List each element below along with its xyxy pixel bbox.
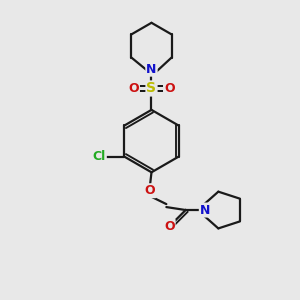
Text: S: S	[146, 82, 157, 95]
Text: O: O	[164, 82, 175, 95]
Text: O: O	[128, 82, 139, 95]
Text: N: N	[146, 63, 157, 76]
Text: O: O	[164, 220, 175, 233]
Text: Cl: Cl	[93, 150, 106, 163]
Text: N: N	[200, 203, 210, 217]
Text: O: O	[145, 184, 155, 197]
